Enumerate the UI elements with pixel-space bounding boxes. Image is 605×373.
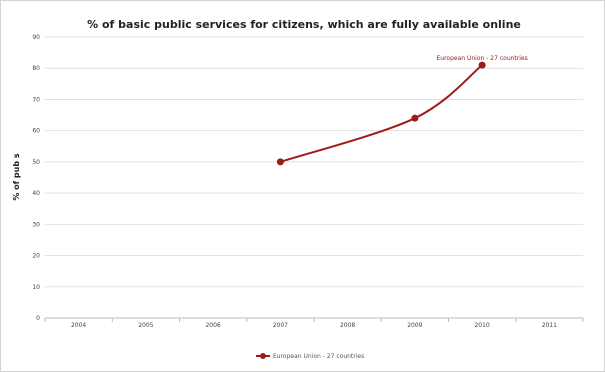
y-tick-label-90: 90 [32, 34, 40, 41]
series-layer [276, 61, 486, 166]
y-tick-label-80: 80 [32, 65, 40, 72]
x-tick-label-2007: 2007 [273, 322, 288, 329]
x-tick-label-2010: 2010 [474, 322, 489, 329]
y-tick-label-70: 70 [32, 96, 40, 103]
series-line-0 [280, 64, 483, 163]
y-tick-label-60: 60 [32, 128, 40, 135]
legend[interactable]: European Union - 27 countries [256, 353, 364, 360]
data-point-2010 [478, 61, 486, 69]
y-tick-label-0: 0 [36, 315, 40, 322]
x-tick-label-2005: 2005 [138, 322, 153, 329]
data-point-2009 [411, 114, 419, 122]
x-tick-labels: 2004 2005 2006 2007 2008 2009 2010 2011 [44, 318, 584, 329]
y-tick-label-20: 20 [32, 253, 40, 260]
series-end-label-0: European Union - 27 countries [437, 55, 528, 62]
y-axis-label: % of pub s [12, 153, 21, 200]
legend-series-marker [260, 353, 266, 359]
annotations-layer: European Union - 27 countries [437, 55, 528, 62]
y-tick-label-30: 30 [32, 221, 40, 228]
x-tick-label-2008: 2008 [340, 322, 355, 329]
chart-title: % of basic public services for citizens,… [87, 18, 521, 31]
y-tick-labels: 0 10 20 30 40 50 60 70 80 90 [32, 34, 40, 322]
data-point-2007 [276, 158, 284, 166]
x-tick-label-2006: 2006 [205, 322, 220, 329]
y-tick-label-40: 40 [32, 190, 40, 197]
x-tick-label-2009: 2009 [407, 322, 422, 329]
legend-series-label: European Union - 27 countries [273, 353, 364, 360]
x-tick-label-2011: 2011 [542, 322, 557, 329]
y-tick-label-50: 50 [32, 159, 40, 166]
grid-lines [45, 36, 583, 319]
x-tick-label-2004: 2004 [71, 322, 86, 329]
y-tick-label-10: 10 [32, 284, 40, 291]
